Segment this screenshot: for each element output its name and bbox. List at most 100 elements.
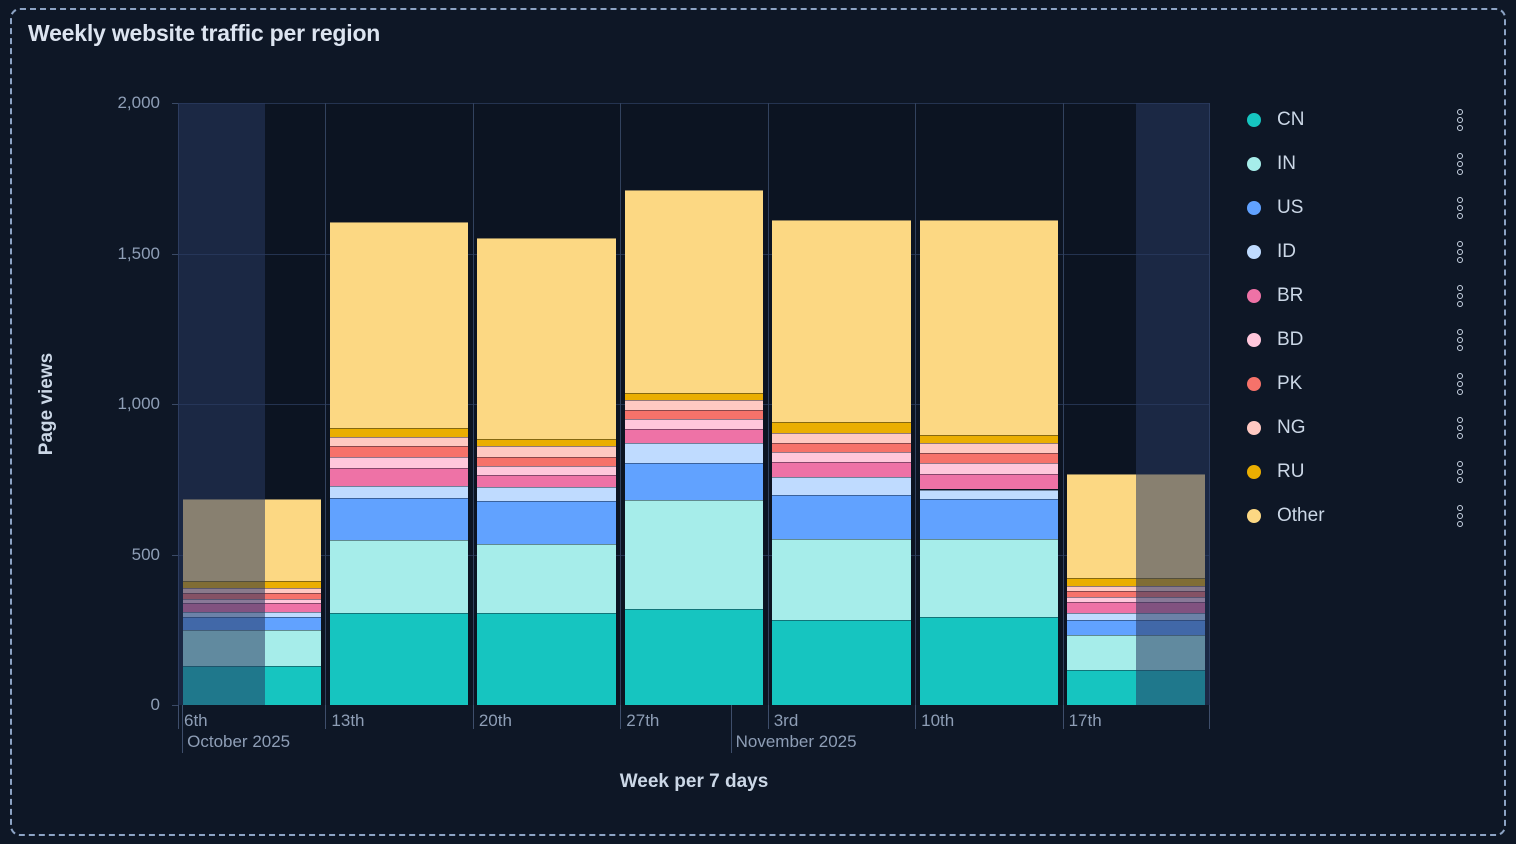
bar-segment-id-week-6[interactable] bbox=[1067, 612, 1206, 620]
legend-item-cn[interactable]: CN bbox=[1247, 106, 1471, 134]
legend-label-other: Other bbox=[1277, 505, 1325, 526]
bar-segment-ru-week-5[interactable] bbox=[919, 435, 1059, 444]
kebab-menu-icon[interactable] bbox=[1451, 197, 1469, 219]
bar-segment-ru-week-2[interactable] bbox=[477, 438, 616, 447]
bar-segment-id-week-4[interactable] bbox=[772, 476, 911, 495]
bar-segment-bd-week-3[interactable] bbox=[624, 419, 764, 430]
bar-segment-id-week-1[interactable] bbox=[329, 485, 469, 499]
legend-item-pk[interactable]: PK bbox=[1247, 370, 1471, 398]
legend-item-us[interactable]: US bbox=[1247, 194, 1471, 222]
plot-area[interactable] bbox=[178, 103, 1210, 705]
legend-item-id[interactable]: ID bbox=[1247, 238, 1471, 266]
bar-segment-br-week-6[interactable] bbox=[1067, 601, 1206, 613]
bar-segment-cn-week-0[interactable] bbox=[182, 665, 321, 705]
kebab-menu-icon[interactable] bbox=[1451, 329, 1469, 351]
bar-segment-bd-week-6[interactable] bbox=[1067, 596, 1206, 602]
x-week-tick-1 bbox=[325, 705, 327, 729]
bar-segment-other-week-3[interactable] bbox=[624, 190, 764, 393]
bar-segment-other-week-1[interactable] bbox=[329, 221, 469, 429]
legend-label-id: ID bbox=[1277, 241, 1296, 262]
bar-segment-br-week-1[interactable] bbox=[329, 468, 469, 486]
kebab-menu-icon[interactable] bbox=[1451, 153, 1469, 175]
bar-segment-in-week-2[interactable] bbox=[477, 544, 616, 614]
bar-segment-us-week-5[interactable] bbox=[919, 498, 1059, 540]
kebab-menu-icon[interactable] bbox=[1451, 505, 1469, 527]
bar-segment-ru-week-1[interactable] bbox=[329, 428, 469, 438]
legend-item-other[interactable]: Other bbox=[1247, 502, 1471, 530]
bar-segment-cn-week-4[interactable] bbox=[772, 620, 911, 705]
legend-label-in: IN bbox=[1277, 153, 1296, 174]
bar-segment-us-week-1[interactable] bbox=[329, 498, 469, 541]
legend-item-br[interactable]: BR bbox=[1247, 282, 1471, 310]
bar-segment-ru-week-6[interactable] bbox=[1067, 578, 1206, 586]
bar-segment-cn-week-1[interactable] bbox=[329, 613, 469, 705]
bar-segment-ng-week-5[interactable] bbox=[919, 443, 1059, 454]
kebab-menu-icon[interactable] bbox=[1451, 109, 1469, 131]
bar-segment-us-week-6[interactable] bbox=[1067, 619, 1206, 636]
kebab-menu-icon[interactable] bbox=[1451, 373, 1469, 395]
bar-segment-other-week-6[interactable] bbox=[1067, 473, 1206, 578]
bar-segment-id-week-3[interactable] bbox=[624, 443, 764, 464]
bar-segment-pk-week-5[interactable] bbox=[919, 453, 1059, 464]
bar-segment-cn-week-3[interactable] bbox=[624, 609, 764, 705]
bar-segment-ru-week-4[interactable] bbox=[772, 422, 911, 434]
bar-segment-id-week-5[interactable] bbox=[919, 489, 1059, 499]
kebab-menu-icon[interactable] bbox=[1451, 241, 1469, 263]
bar-segment-in-week-6[interactable] bbox=[1067, 635, 1206, 671]
bar-segment-us-week-3[interactable] bbox=[624, 463, 764, 501]
bar-segment-us-week-0[interactable] bbox=[182, 617, 321, 631]
bar-segment-ng-week-6[interactable] bbox=[1067, 585, 1206, 591]
kebab-menu-icon[interactable] bbox=[1451, 461, 1469, 483]
bar-segment-ng-week-3[interactable] bbox=[624, 400, 764, 411]
bar-segment-in-week-0[interactable] bbox=[182, 630, 321, 666]
bar-segment-cn-week-2[interactable] bbox=[477, 613, 616, 705]
bar-segment-ng-week-2[interactable] bbox=[477, 446, 616, 457]
x-month-tick-0 bbox=[182, 705, 184, 753]
bar-segment-ru-week-3[interactable] bbox=[624, 392, 764, 401]
legend-item-ru[interactable]: RU bbox=[1247, 458, 1471, 486]
bar-segment-other-week-0[interactable] bbox=[182, 498, 321, 581]
legend-item-bd[interactable]: BD bbox=[1247, 326, 1471, 354]
bar-segment-pk-week-6[interactable] bbox=[1067, 590, 1206, 597]
bar-segment-in-week-1[interactable] bbox=[329, 540, 469, 614]
bar-segment-id-week-0[interactable] bbox=[182, 612, 321, 618]
legend-color-dot-us bbox=[1247, 201, 1261, 215]
bar-segment-ng-week-1[interactable] bbox=[329, 437, 469, 447]
x-month-label-0: October 2025 bbox=[187, 732, 291, 751]
bar-segment-br-week-2[interactable] bbox=[477, 475, 616, 488]
bar-segment-ng-week-4[interactable] bbox=[772, 433, 911, 444]
bar-segment-bd-week-5[interactable] bbox=[919, 463, 1059, 475]
bar-segment-br-week-5[interactable] bbox=[919, 474, 1059, 490]
bar-segment-ru-week-0[interactable] bbox=[182, 581, 321, 589]
legend-item-in[interactable]: IN bbox=[1247, 150, 1471, 178]
bar-segment-br-week-4[interactable] bbox=[772, 461, 911, 477]
bar-segment-other-week-2[interactable] bbox=[477, 237, 616, 439]
bar-segment-in-week-4[interactable] bbox=[772, 539, 911, 621]
bar-segment-br-week-0[interactable] bbox=[182, 603, 321, 613]
bar-segment-in-week-5[interactable] bbox=[919, 539, 1059, 618]
bar-segment-bd-week-4[interactable] bbox=[772, 451, 911, 462]
bar-segment-other-week-5[interactable] bbox=[919, 220, 1059, 436]
bar-segment-other-week-4[interactable] bbox=[772, 220, 911, 423]
bar-segment-pk-week-4[interactable] bbox=[772, 443, 911, 452]
kebab-menu-icon[interactable] bbox=[1451, 285, 1469, 307]
bar-segment-bd-week-2[interactable] bbox=[477, 466, 616, 476]
legend-item-ng[interactable]: NG bbox=[1247, 414, 1471, 442]
bar-segment-pk-week-1[interactable] bbox=[329, 446, 469, 457]
bar-segment-us-week-2[interactable] bbox=[477, 500, 616, 545]
legend-label-us: US bbox=[1277, 197, 1304, 218]
bar-segment-bd-week-0[interactable] bbox=[182, 599, 321, 604]
bar-segment-in-week-3[interactable] bbox=[624, 500, 764, 610]
bar-segment-br-week-3[interactable] bbox=[624, 429, 764, 444]
bar-segment-cn-week-6[interactable] bbox=[1067, 670, 1206, 705]
bar-segment-us-week-4[interactable] bbox=[772, 494, 911, 540]
bar-segment-pk-week-0[interactable] bbox=[182, 592, 321, 600]
y-tick-label-1500: 1,500 bbox=[117, 243, 160, 263]
bar-segment-id-week-2[interactable] bbox=[477, 487, 616, 501]
bar-segment-pk-week-2[interactable] bbox=[477, 456, 616, 467]
bar-segment-cn-week-5[interactable] bbox=[919, 617, 1059, 705]
bar-segment-pk-week-3[interactable] bbox=[624, 410, 764, 420]
bar-segment-bd-week-1[interactable] bbox=[329, 457, 469, 469]
kebab-menu-icon[interactable] bbox=[1451, 417, 1469, 439]
bar-segment-ng-week-0[interactable] bbox=[182, 588, 321, 593]
